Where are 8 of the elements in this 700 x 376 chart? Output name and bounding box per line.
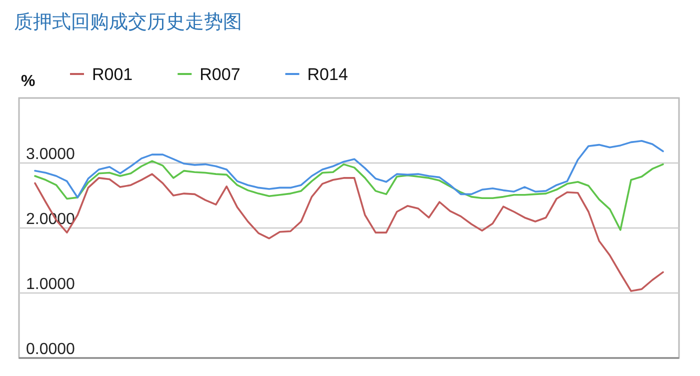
legend: R007 — [200, 65, 240, 84]
title: 质押式回购成交历史走势图 — [14, 12, 242, 33]
ytick: 0.0000 — [26, 341, 75, 358]
legend: R014 — [307, 65, 348, 84]
ytick: 3.0000 — [26, 146, 75, 163]
legend: R001 — [92, 65, 133, 84]
ytick: 1.0000 — [26, 276, 75, 293]
ylabel: % — [21, 73, 36, 90]
